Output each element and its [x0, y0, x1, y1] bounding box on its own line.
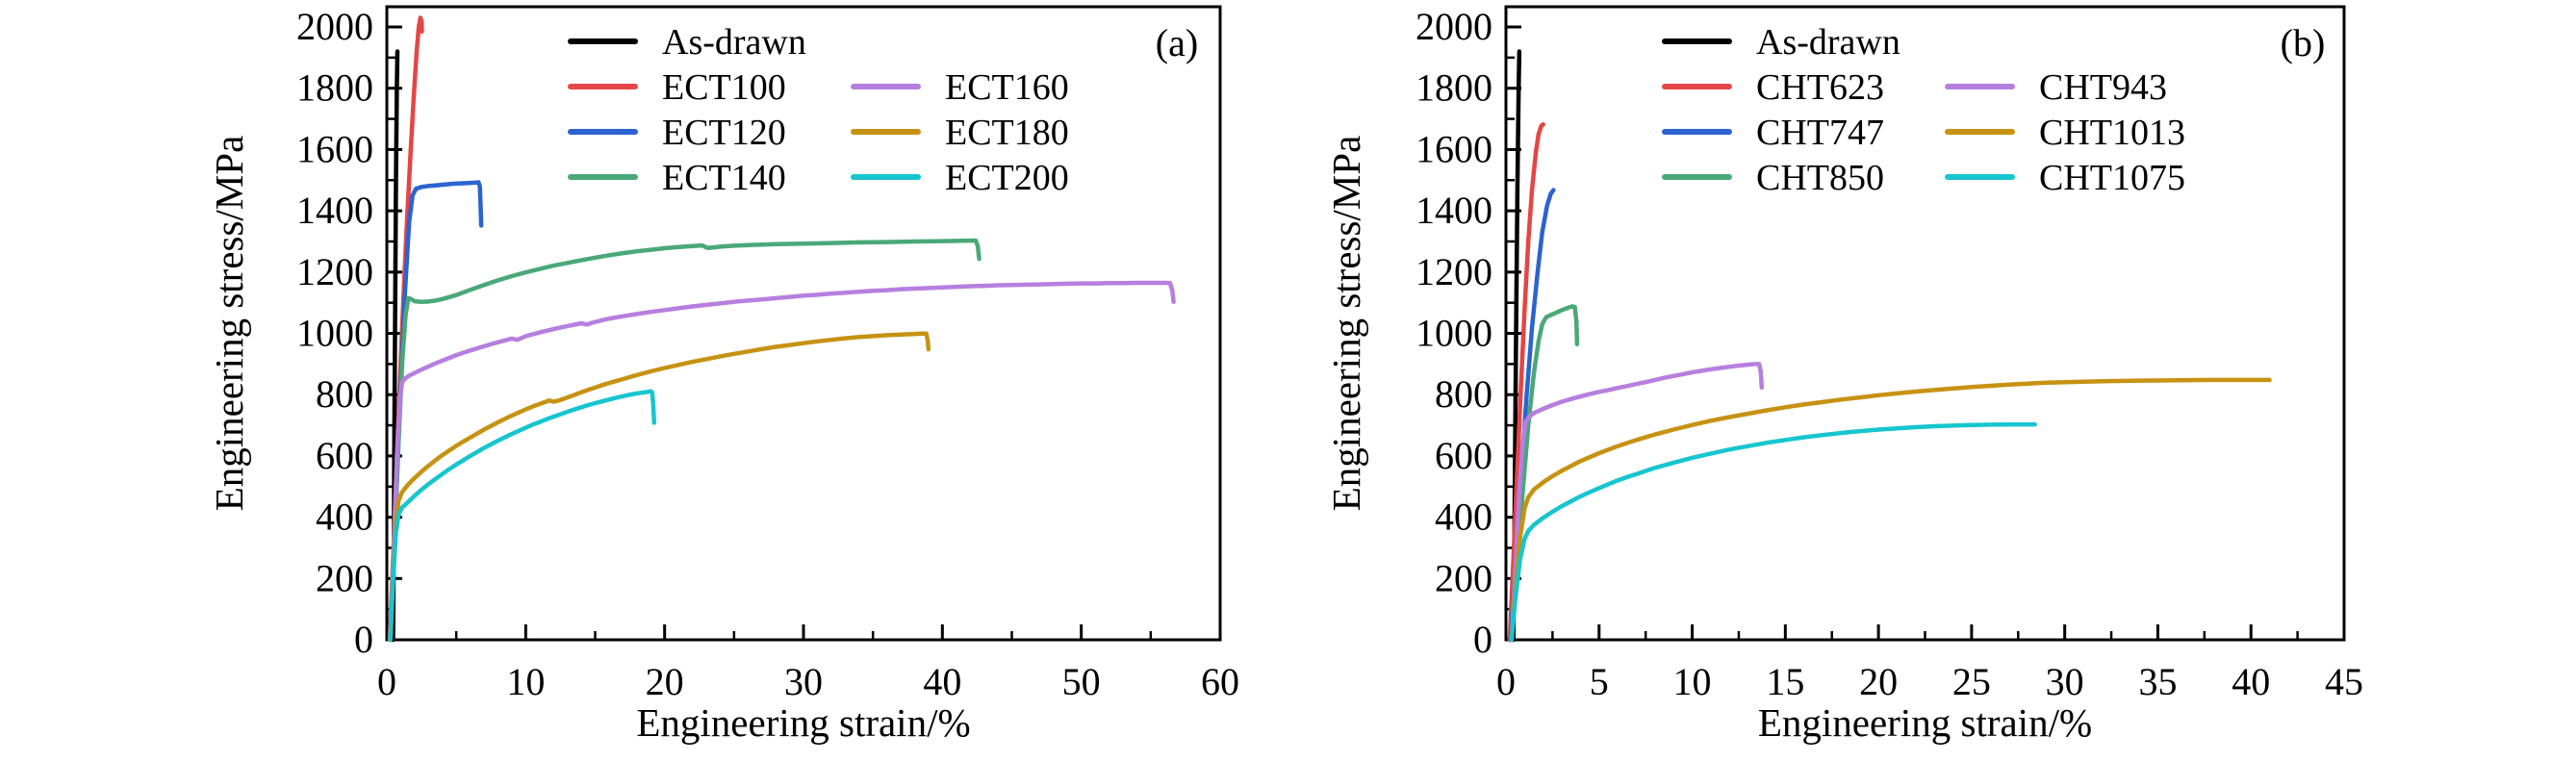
panel-a: 0 10 20 30 40 50 60020040060080010001200140016…	[207, 5, 1239, 745]
x-axis-tick-label: 20	[646, 660, 684, 703]
y-axis-tick-label: 1400	[296, 189, 373, 232]
x-axis-tick-label: 60	[1201, 660, 1239, 703]
x-axis-tick-label: 40	[923, 660, 961, 703]
x-axis-tick-label: 0	[377, 660, 396, 703]
x-axis-title: Engineering strain/%	[1758, 700, 2092, 745]
x-axis-tick-label: 15	[1766, 660, 1804, 703]
x-axis-tick-label: 5	[1590, 660, 1609, 703]
y-axis-tick-label: 600	[316, 434, 373, 477]
series-curve-ECT200	[388, 389, 657, 643]
series-curve-CHT1013	[1509, 377, 2272, 643]
series-curve-ECT120	[388, 180, 484, 643]
y-axis-tick-label: 800	[1435, 372, 1492, 416]
panel-b: 0 5 10 15 20 25 30 35 40 45 0 200 400 600 800 1000 1200 1…	[1324, 5, 2363, 745]
y-axis-tick-label: 1400	[1416, 189, 1492, 232]
legend-label-CHT623: CHT623	[1756, 67, 1884, 108]
legend-label-CHT943: CHT943	[2039, 67, 2167, 108]
y-axis-tick-label: 2000	[1416, 5, 1492, 48]
legend-label-ECT120: ECT120	[662, 113, 786, 153]
legend-label-ECT100: ECT100	[662, 67, 786, 108]
series-curve-CHT850	[1509, 304, 1580, 643]
series-curve-ECT140	[388, 238, 982, 643]
series-curve-CHT1075	[1509, 421, 2037, 643]
x-axis-title: Engineering strain/%	[636, 700, 970, 745]
y-axis-tick-label: 1200	[1416, 250, 1492, 293]
series-curve-ECT160	[388, 280, 1176, 643]
x-axis-tick-label: 50	[1062, 660, 1101, 703]
plot-frame	[385, 5, 1222, 642]
x-axis-tick-label: 20	[1859, 660, 1898, 703]
y-axis-title: Engineering stress/MPa	[1324, 136, 1368, 512]
x-axis-tick-label: 30	[2046, 660, 2084, 703]
x-axis-tick-label: 10	[1673, 660, 1712, 703]
y-axis-tick-label: 400	[316, 495, 373, 539]
panel-tag: (b)	[2281, 21, 2326, 64]
y-axis-tick-label: 400	[1435, 495, 1492, 539]
y-axis-tick-label: 200	[1435, 556, 1492, 599]
y-axis-tick-label: 1800	[1416, 66, 1492, 110]
y-axis-tick-label: 2000	[296, 5, 373, 48]
y-axis-tick-label: 1000	[296, 312, 373, 355]
legend-label-CHT1013: CHT1013	[2039, 113, 2185, 153]
x-axis-tick-label: 0	[1496, 660, 1516, 703]
legend-label-As-drawn: As-drawn	[662, 22, 806, 63]
x-axis-tick-label: 25	[1952, 660, 1991, 703]
y-axis-tick-label: 0	[354, 618, 373, 661]
plot-frame	[1504, 5, 2346, 642]
legend-label-As-drawn: As-drawn	[1756, 22, 1900, 63]
y-axis-tick-label: 1600	[1416, 127, 1492, 170]
legend-label-ECT200: ECT200	[945, 158, 1069, 198]
y-axis-tick-label: 1200	[296, 250, 373, 293]
series-curve-ECT180	[388, 331, 931, 643]
x-axis-tick-label: 35	[2138, 660, 2177, 703]
y-axis-tick-label: 200	[316, 556, 373, 599]
panel-tag: (a)	[1156, 21, 1198, 64]
legend-label-CHT747: CHT747	[1756, 113, 1884, 153]
y-axis-tick-label: 600	[1435, 434, 1492, 477]
series-curve-CHT943	[1509, 362, 1765, 643]
legend-label-ECT180: ECT180	[945, 113, 1069, 153]
y-axis-title: Engineering stress/MPa	[207, 136, 251, 512]
x-axis-tick-label: 40	[2232, 660, 2270, 703]
x-axis-tick-label: 10	[506, 660, 545, 703]
x-axis-tick-label: 45	[2325, 660, 2363, 703]
legend-label-CHT1075: CHT1075	[2039, 158, 2185, 198]
y-axis-tick-label: 1600	[296, 127, 373, 170]
x-axis-tick-label: 30	[784, 660, 823, 703]
y-axis-tick-label: 800	[316, 372, 373, 416]
y-axis-tick-label: 1800	[296, 66, 373, 110]
legend-label-CHT850: CHT850	[1756, 158, 1884, 198]
y-axis-tick-label: 1000	[1416, 312, 1492, 355]
legend-label-ECT140: ECT140	[662, 158, 786, 198]
y-axis-tick-label: 0	[1473, 618, 1492, 661]
series-curve-CHT623	[1507, 122, 1545, 643]
legend-label-ECT160: ECT160	[945, 67, 1069, 108]
